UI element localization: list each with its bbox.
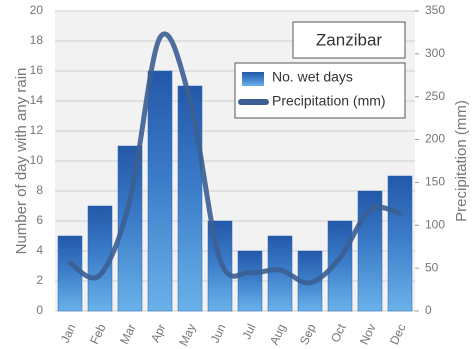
y-tick-label: 2 [36,273,43,287]
y-tick-label: 6 [36,213,43,227]
y2-tick-label: 300 [425,46,445,60]
title-box [292,21,406,59]
y-tick-label: 12 [30,123,44,137]
x-tick-label: Jun [208,322,229,345]
x-tick-label: Mar [117,322,138,347]
x-tick-label: Jul [239,322,258,342]
y2-axis-label: Precipitation (mm) [453,100,470,222]
y2-tick-label: 50 [425,260,439,274]
bar [177,85,203,312]
legend-label: Precipitation (mm) [272,93,386,109]
legend-swatch [242,72,264,86]
y-tick-label: 14 [30,93,44,107]
bar [57,235,83,312]
y-axis-label: Number of day with any rain [13,68,30,255]
y2-tick-label: 100 [425,217,445,231]
y-tick-label: 4 [36,243,43,257]
x-tick-label: Aug [267,322,289,347]
y2-tick-label: 0 [425,303,432,317]
chart-title: Zanzibar [316,30,382,49]
y-tick-label: 10 [30,153,44,167]
bar [387,175,413,312]
x-tick-label: Apr [148,322,169,345]
y2-tick-label: 200 [425,132,445,146]
y-tick-label: 8 [36,183,43,197]
bar [147,70,173,312]
x-tick-label: May [176,322,198,348]
y2-tick-label: 250 [425,89,445,103]
x-tick-label: Feb [87,321,109,346]
x-tick-label: Sep [297,321,319,347]
x-tick-label: Dec [387,322,409,347]
line [67,31,403,286]
y2-tick-label: 350 [425,3,445,17]
x-tick-label: Oct [328,321,349,344]
y-tick-label: 20 [30,3,44,17]
y2-tick-label: 150 [425,175,445,189]
legend-label: No. wet days [272,69,353,85]
x-tick-label: Jan [58,322,79,345]
y-tick-label: 16 [30,63,44,77]
y-tick-label: 18 [30,33,44,47]
x-tick-label: Nov [357,322,379,347]
bar [237,250,263,312]
y-tick-label: 0 [36,303,43,317]
